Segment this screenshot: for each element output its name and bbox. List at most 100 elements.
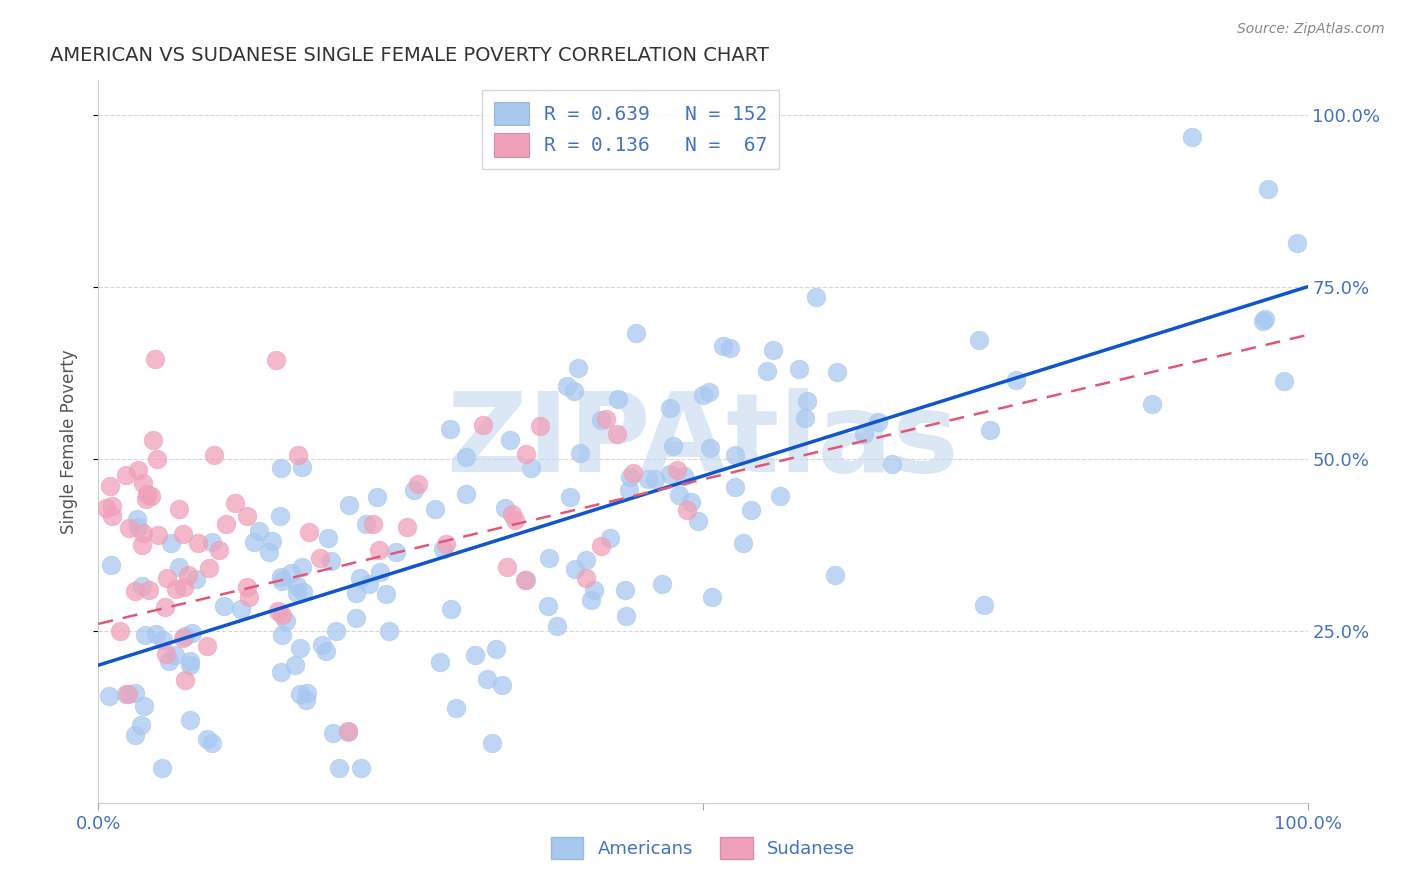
Point xyxy=(337,724,360,739)
Point xyxy=(243,534,266,549)
Point xyxy=(257,545,280,559)
Point xyxy=(195,732,218,747)
Point xyxy=(762,343,785,357)
Point xyxy=(979,423,1001,437)
Point xyxy=(1181,130,1204,145)
Point xyxy=(825,365,848,379)
Point xyxy=(432,541,454,556)
Point xyxy=(262,533,284,548)
Point xyxy=(731,536,754,550)
Point xyxy=(599,531,621,545)
Y-axis label: Single Female Poverty: Single Female Poverty xyxy=(59,350,77,533)
Point xyxy=(395,520,418,534)
Point xyxy=(575,553,598,567)
Point xyxy=(1285,236,1308,251)
Point xyxy=(288,688,311,702)
Point xyxy=(173,580,195,594)
Point xyxy=(156,571,179,585)
Point xyxy=(385,545,408,559)
Point xyxy=(141,490,163,504)
Point xyxy=(267,604,290,618)
Point xyxy=(967,333,990,347)
Point xyxy=(375,587,398,601)
Point xyxy=(291,459,314,474)
Point xyxy=(344,585,367,599)
Point xyxy=(472,418,495,433)
Point xyxy=(484,641,506,656)
Point xyxy=(214,599,236,613)
Point xyxy=(675,503,697,517)
Point xyxy=(589,413,612,427)
Point xyxy=(167,501,190,516)
Point xyxy=(555,379,578,393)
Point xyxy=(298,524,321,539)
Point xyxy=(569,446,592,460)
Point xyxy=(172,631,194,645)
Text: ZIPAtlas: ZIPAtlas xyxy=(447,388,959,495)
Point xyxy=(1257,181,1279,195)
Point xyxy=(163,648,186,663)
Point xyxy=(184,572,207,586)
Point xyxy=(172,526,194,541)
Point xyxy=(229,602,252,616)
Point xyxy=(311,638,333,652)
Point xyxy=(271,607,294,622)
Point xyxy=(621,466,644,480)
Point xyxy=(665,463,688,477)
Point xyxy=(165,582,187,596)
Point xyxy=(575,571,598,585)
Point xyxy=(804,290,827,304)
Point xyxy=(595,412,617,426)
Point xyxy=(456,450,478,464)
Point xyxy=(756,364,779,378)
Point xyxy=(589,539,612,553)
Point xyxy=(236,580,259,594)
Point xyxy=(146,527,169,541)
Point xyxy=(711,339,734,353)
Point xyxy=(434,537,457,551)
Point xyxy=(174,673,197,687)
Point xyxy=(699,441,721,455)
Point xyxy=(179,658,201,673)
Point xyxy=(129,718,152,732)
Point xyxy=(567,360,589,375)
Point xyxy=(181,625,204,640)
Text: AMERICAN VS SUDANESE SINGLE FEMALE POVERTY CORRELATION CHART: AMERICAN VS SUDANESE SINGLE FEMALE POVER… xyxy=(51,45,769,65)
Point xyxy=(124,584,146,599)
Point xyxy=(637,473,659,487)
Point xyxy=(208,542,231,557)
Point xyxy=(1251,314,1274,328)
Point xyxy=(496,559,519,574)
Point xyxy=(270,574,292,588)
Point xyxy=(198,560,221,574)
Point xyxy=(134,628,156,642)
Point xyxy=(697,385,720,400)
Point xyxy=(276,614,298,628)
Point xyxy=(285,586,308,600)
Point xyxy=(368,566,391,580)
Point xyxy=(150,761,173,775)
Point xyxy=(444,700,467,714)
Point xyxy=(662,438,685,452)
Point xyxy=(529,419,551,434)
Point xyxy=(423,502,446,516)
Point xyxy=(702,590,724,604)
Point xyxy=(368,542,391,557)
Point xyxy=(315,644,337,658)
Point xyxy=(617,483,640,497)
Point xyxy=(177,568,200,582)
Point xyxy=(724,448,747,462)
Point xyxy=(692,388,714,402)
Point xyxy=(145,452,167,467)
Point xyxy=(491,678,513,692)
Point xyxy=(117,687,139,701)
Point xyxy=(499,433,522,447)
Point xyxy=(108,624,131,638)
Point xyxy=(973,599,995,613)
Point xyxy=(501,507,523,521)
Point xyxy=(322,726,344,740)
Legend: Americans, Sudanese: Americans, Sudanese xyxy=(544,830,862,866)
Point xyxy=(297,686,319,700)
Point xyxy=(1005,373,1028,387)
Point xyxy=(321,554,343,568)
